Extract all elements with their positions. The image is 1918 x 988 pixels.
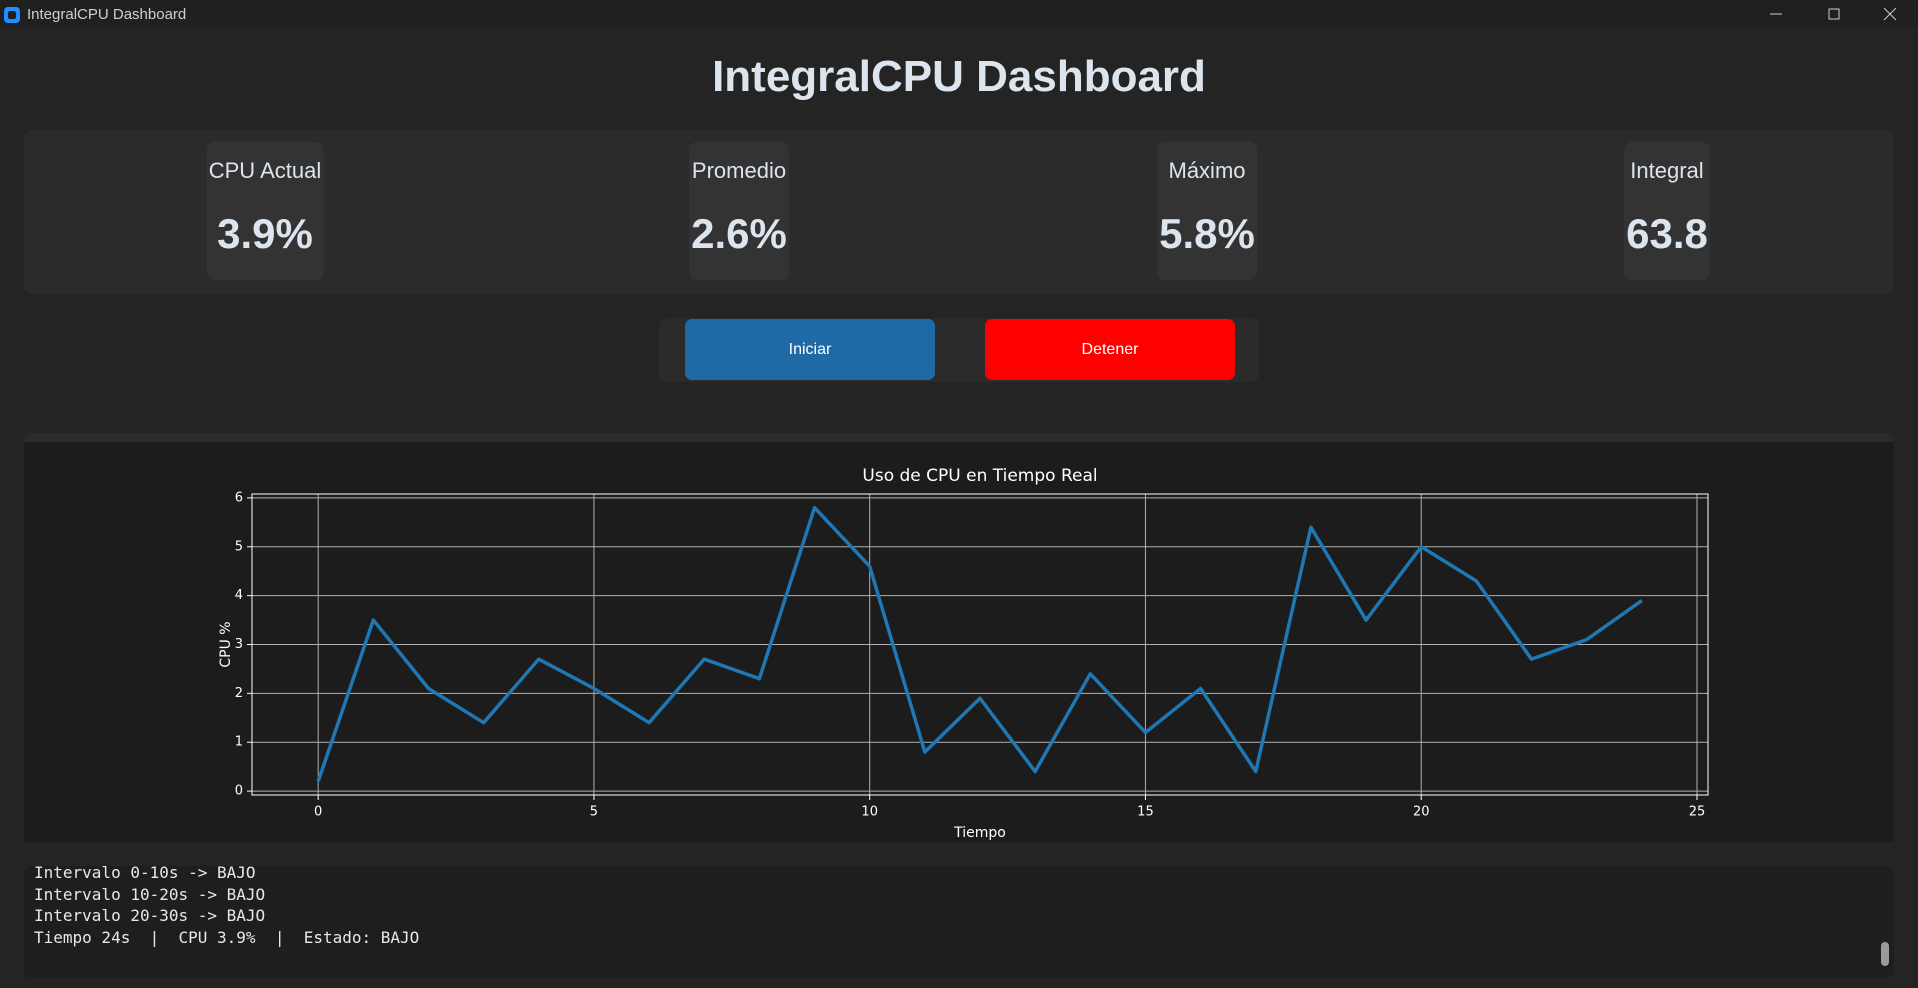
log-line: Tiempo 24s | CPU 3.9% | Estado: BAJO [34,927,420,947]
x-tick-label: 5 [590,805,598,820]
log-panel: Intervalo 0-10s -> BAJO Intervalo 10-20s … [24,866,1894,978]
axes-frame [251,493,1709,796]
button-panel: Iniciar Detener [659,318,1259,382]
stat-label: Máximo [1168,158,1246,183]
y-tick-label: 0 [235,784,243,799]
chart: Uso de CPU en Tiempo Real 0 5 10 15 20 25 0 1 2 3 4… [24,442,1894,842]
x-tick-label: 25 [1689,805,1706,820]
stat-value: 3.9% [217,210,313,257]
log-line: Intervalo 10-20s -> BAJO [34,884,266,904]
cpu-line [316,505,1643,782]
log-line: Intervalo 20-30s -> BAJO [34,906,266,925]
stop-button[interactable]: Detener [985,319,1235,380]
stat-card: Promedio 2.6% [689,142,789,280]
x-tick-label: 20 [1413,805,1430,820]
log-line: Intervalo 0-10s -> BAJO [34,866,256,882]
chart-title: Uso de CPU en Tiempo Real [862,466,1097,486]
stat-label: Integral [1630,158,1704,183]
dashboard-title: IntegralCPU Dashboard [712,52,1206,101]
y-tick-label: 3 [235,637,243,652]
x-tick-label: 0 [314,805,322,820]
y-tick-label: 1 [235,735,243,750]
scrollbar[interactable] [1881,942,1889,966]
y-tick-label: 2 [235,686,243,701]
stat-card: CPU Actual 3.9% [206,142,324,280]
window-controls[interactable] [1750,0,1918,29]
stat-value: 2.6% [691,210,787,257]
stat-label: CPU Actual [208,158,322,183]
y-axis-label: CPU % [218,621,234,667]
log-lines: Intervalo 0-10s -> BAJO Intervalo 10-20s … [34,866,419,948]
app-icon [4,7,20,23]
stats-panel: CPU Actual 3.9% Promedio 2.6% Máximo 5.8% Inte… [24,130,1894,294]
title-bar: IntegralCPU Dashboard [0,0,1918,29]
stat-value: 63.8 [1626,210,1708,257]
stat-value: 5.8% [1159,210,1255,257]
chart-background [24,442,1894,842]
x-tick-label: 10 [861,805,878,820]
y-tick-label: 6 [235,490,243,505]
y-tick-label: 5 [235,539,243,554]
start-button[interactable]: Iniciar [685,319,935,380]
x-tick-label: 15 [1137,805,1154,820]
chart-panel: Uso de CPU en Tiempo Real 0 5 10 15 20 25 0 1 2 3 4… [24,433,1894,842]
x-axis-label: Tiempo [953,825,1006,841]
y-tick-label: 4 [235,588,243,603]
stat-card: Integral 63.8 [1624,142,1710,280]
window-title: IntegralCPU Dashboard [27,6,187,23]
stat-label: Promedio [691,158,787,183]
stat-card: Máximo 5.8% [1157,142,1257,280]
